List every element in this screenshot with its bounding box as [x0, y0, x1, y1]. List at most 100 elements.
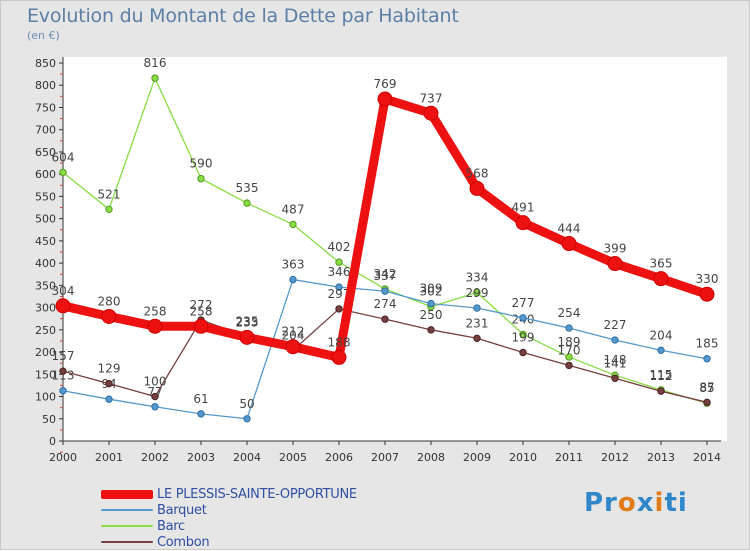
data-point [335, 305, 343, 313]
data-label: 112 [650, 369, 673, 383]
data-label: 258 [144, 304, 167, 318]
data-point [561, 236, 577, 252]
data-label: 280 [98, 294, 121, 308]
data-label: 233 [236, 315, 259, 329]
data-label: 272 [190, 298, 213, 312]
data-label: 363 [282, 258, 305, 272]
data-point [519, 314, 527, 322]
data-point [151, 74, 159, 82]
data-label: 189 [558, 335, 581, 349]
legend-label: Combon [157, 534, 210, 550]
x-tick-label: 2005 [279, 451, 307, 464]
data-point [699, 286, 715, 302]
y-tick-label: 750 [35, 101, 56, 114]
data-point [611, 374, 619, 382]
x-tick-label: 2001 [95, 451, 123, 464]
x-tick-label: 2006 [325, 451, 353, 464]
data-point [565, 324, 573, 332]
data-label: 227 [604, 318, 627, 332]
data-point [147, 318, 163, 334]
legend-label: Barquet [157, 502, 207, 518]
y-tick-label: 700 [35, 124, 56, 137]
data-point [519, 330, 527, 338]
y-tick-label: 150 [35, 368, 56, 381]
data-point [151, 392, 159, 401]
brand-logo: Proxiti [584, 488, 688, 518]
y-tick-label: 200 [35, 346, 56, 359]
brand-letter: ti [664, 488, 688, 518]
x-tick-label: 2002 [141, 451, 169, 464]
y-tick-label: 350 [35, 279, 56, 292]
data-label: 604 [52, 150, 75, 164]
data-point [105, 395, 113, 403]
y-tick-label: 500 [35, 213, 56, 226]
x-tick-label: 2004 [233, 451, 261, 464]
data-point [703, 398, 711, 407]
data-point [519, 348, 527, 357]
brand-letter: o [617, 488, 637, 518]
legend-label: Barc [157, 518, 185, 534]
data-label: 491 [512, 201, 535, 215]
y-tick-label: 600 [35, 168, 56, 181]
data-label: 399 [604, 242, 627, 256]
data-point [427, 326, 435, 334]
data-point [335, 283, 343, 291]
data-label: 330 [696, 272, 719, 286]
data-label: 444 [558, 222, 581, 236]
data-point [55, 298, 71, 314]
data-point [59, 367, 67, 375]
data-point [611, 336, 619, 344]
data-label: 85 [699, 381, 714, 395]
data-label: 50 [239, 397, 254, 411]
data-label: 402 [328, 240, 351, 254]
y-tick-label: 100 [35, 391, 56, 404]
data-label: 185 [696, 337, 719, 351]
data-label: 365 [650, 257, 673, 271]
data-label: 297 [328, 287, 351, 301]
data-label: 115 [650, 368, 673, 382]
data-label: 737 [420, 91, 443, 105]
data-label: 231 [466, 316, 489, 330]
data-point [289, 275, 297, 284]
x-tick-label: 2010 [509, 451, 537, 464]
legend-item: Barc [101, 518, 357, 534]
brand-letter: x [636, 488, 655, 518]
data-point [243, 199, 251, 207]
data-label: 250 [420, 308, 443, 322]
x-tick-label: 2013 [647, 451, 675, 464]
data-label: 199 [512, 331, 535, 345]
x-tick-label: 2011 [555, 451, 583, 464]
y-tick-label: 450 [35, 235, 56, 248]
data-point [473, 288, 481, 297]
data-point [473, 304, 481, 312]
legend-label: LE PLESSIS-SAINTE-OPPORTUNE [157, 486, 357, 502]
data-point [657, 346, 665, 354]
data-point [469, 180, 485, 196]
data-label: 254 [558, 306, 581, 320]
brand-letter: Pr [584, 488, 618, 518]
data-point [289, 220, 297, 229]
data-label: 302 [420, 285, 443, 299]
data-point [703, 355, 711, 363]
legend-swatch [101, 525, 153, 527]
legend-item: Combon [101, 534, 357, 550]
data-label: 274 [374, 297, 397, 311]
data-label: 568 [466, 166, 489, 180]
data-point [197, 410, 205, 418]
data-point [427, 299, 435, 308]
data-point [657, 387, 665, 395]
data-point [653, 271, 669, 287]
data-label: 212 [282, 325, 305, 339]
data-label: 129 [98, 362, 121, 376]
data-label: 277 [512, 296, 535, 310]
legend-item: LE PLESSIS-SAINTE-OPPORTUNE [101, 486, 357, 502]
legend-swatch [101, 541, 153, 543]
data-label: 309 [420, 282, 443, 296]
data-label: 204 [650, 328, 673, 342]
data-point [105, 379, 113, 388]
legend-swatch [101, 489, 153, 499]
data-point [381, 315, 389, 323]
data-point [239, 329, 255, 345]
data-point [151, 403, 159, 411]
